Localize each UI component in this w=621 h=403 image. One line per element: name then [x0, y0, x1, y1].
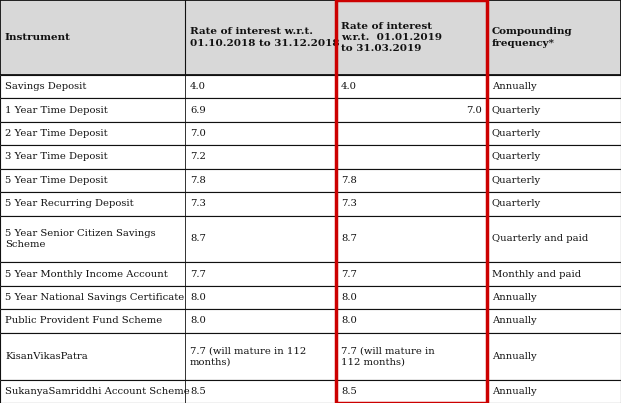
- Text: 5 Year National Savings Certificate: 5 Year National Savings Certificate: [5, 293, 184, 302]
- Text: 8.0: 8.0: [341, 316, 357, 326]
- Text: 7.3: 7.3: [190, 199, 206, 208]
- Text: Annually: Annually: [492, 82, 537, 91]
- Bar: [336, 0, 487, 75]
- Bar: [0, 122, 621, 145]
- Bar: [0, 75, 621, 98]
- Bar: [185, 0, 336, 75]
- Text: 7.7 (will mature in
112 months): 7.7 (will mature in 112 months): [341, 346, 435, 366]
- Bar: [0, 98, 621, 122]
- Text: Compounding
frequency*: Compounding frequency*: [492, 27, 573, 48]
- Text: 5 Year Senior Citizen Savings
Scheme: 5 Year Senior Citizen Savings Scheme: [5, 229, 156, 249]
- Bar: [0, 169, 621, 192]
- Text: Rate of interest w.r.t.
01.10.2018 to 31.12.2018: Rate of interest w.r.t. 01.10.2018 to 31…: [190, 27, 340, 48]
- Text: Annually: Annually: [492, 316, 537, 326]
- Bar: [0, 380, 621, 403]
- Bar: [0, 333, 621, 380]
- Text: 7.7: 7.7: [341, 270, 357, 278]
- Bar: [0, 98, 621, 122]
- Text: Quarterly: Quarterly: [492, 129, 541, 138]
- Text: 6.9: 6.9: [190, 106, 206, 114]
- Bar: [487, 0, 621, 75]
- Bar: [0, 122, 621, 145]
- Bar: [0, 380, 621, 403]
- Text: Rate of interest
w.r.t.  01.01.2019
to 31.03.2019: Rate of interest w.r.t. 01.01.2019 to 31…: [341, 22, 442, 53]
- Text: 7.7 (will mature in 112
months): 7.7 (will mature in 112 months): [190, 346, 306, 366]
- Text: 8.0: 8.0: [190, 293, 206, 302]
- Text: 8.0: 8.0: [341, 293, 357, 302]
- Bar: [0, 0, 621, 75]
- Text: SukanyaSamriddhi Account Scheme: SukanyaSamriddhi Account Scheme: [5, 387, 190, 396]
- Text: Monthly and paid: Monthly and paid: [492, 270, 581, 278]
- Bar: [336, 0, 487, 403]
- Text: Instrument: Instrument: [5, 33, 71, 42]
- Text: 7.8: 7.8: [341, 176, 357, 185]
- Bar: [0, 192, 621, 216]
- Text: 7.3: 7.3: [341, 199, 357, 208]
- Text: 8.7: 8.7: [341, 235, 357, 243]
- Bar: [0, 309, 621, 333]
- Bar: [0, 286, 621, 309]
- Text: 4.0: 4.0: [341, 82, 357, 91]
- Bar: [0, 75, 621, 98]
- Text: 7.0: 7.0: [466, 106, 482, 114]
- Bar: [0, 145, 621, 169]
- Text: 5 Year Monthly Income Account: 5 Year Monthly Income Account: [5, 270, 168, 278]
- Bar: [0, 145, 621, 169]
- Text: KisanVikasPatra: KisanVikasPatra: [5, 352, 88, 361]
- Text: 5 Year Recurring Deposit: 5 Year Recurring Deposit: [5, 199, 134, 208]
- Text: Annually: Annually: [492, 293, 537, 302]
- Text: 2 Year Time Deposit: 2 Year Time Deposit: [5, 129, 107, 138]
- Bar: [0, 0, 185, 75]
- Text: 8.7: 8.7: [190, 235, 206, 243]
- Text: 8.5: 8.5: [341, 387, 357, 396]
- Bar: [0, 309, 621, 333]
- Bar: [0, 216, 621, 262]
- Text: Public Provident Fund Scheme: Public Provident Fund Scheme: [5, 316, 162, 326]
- Text: 7.8: 7.8: [190, 176, 206, 185]
- Text: 5 Year Time Deposit: 5 Year Time Deposit: [5, 176, 107, 185]
- Bar: [0, 286, 621, 309]
- Text: Quarterly and paid: Quarterly and paid: [492, 235, 588, 243]
- Text: 8.0: 8.0: [190, 316, 206, 326]
- Text: Annually: Annually: [492, 387, 537, 396]
- Bar: [0, 262, 621, 286]
- Text: Quarterly: Quarterly: [492, 199, 541, 208]
- Text: Annually: Annually: [492, 352, 537, 361]
- Text: 1 Year Time Deposit: 1 Year Time Deposit: [5, 106, 107, 114]
- Bar: [0, 216, 621, 262]
- Text: Quarterly: Quarterly: [492, 106, 541, 114]
- Text: 4.0: 4.0: [190, 82, 206, 91]
- Bar: [0, 262, 621, 286]
- Bar: [0, 192, 621, 216]
- Text: 7.2: 7.2: [190, 152, 206, 162]
- Text: Savings Deposit: Savings Deposit: [5, 82, 86, 91]
- Text: Quarterly: Quarterly: [492, 176, 541, 185]
- Text: Quarterly: Quarterly: [492, 152, 541, 162]
- Text: 7.7: 7.7: [190, 270, 206, 278]
- Bar: [0, 333, 621, 380]
- Text: 8.5: 8.5: [190, 387, 206, 396]
- Text: 7.0: 7.0: [190, 129, 206, 138]
- Bar: [0, 169, 621, 192]
- Text: 3 Year Time Deposit: 3 Year Time Deposit: [5, 152, 107, 162]
